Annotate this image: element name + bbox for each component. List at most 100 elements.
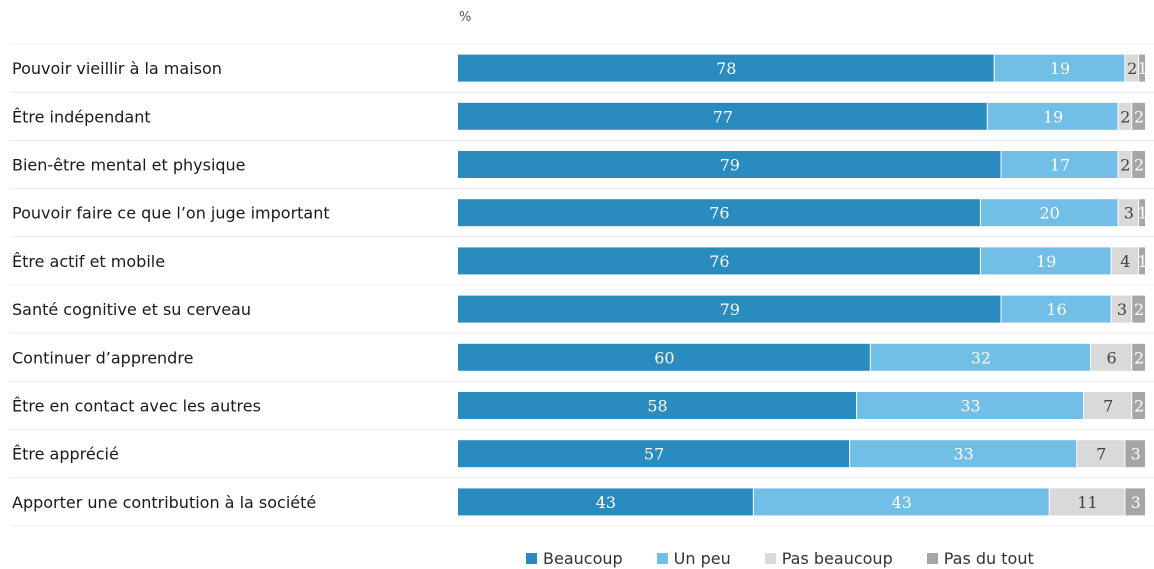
bar-pas-du-tout bbox=[1132, 295, 1145, 323]
data-label-pas-du-tout: 2 bbox=[1134, 397, 1144, 416]
data-label-beaucoup: 43 bbox=[596, 493, 616, 512]
bar-un-peu bbox=[987, 102, 1118, 130]
bar-beaucoup bbox=[458, 199, 980, 227]
category-label: Pouvoir vieillir à la maison bbox=[12, 59, 222, 78]
category-label: Continuer d’apprendre bbox=[12, 348, 193, 367]
bar-beaucoup bbox=[458, 488, 753, 516]
category-label: Pouvoir faire ce que l’on juge important bbox=[12, 204, 330, 223]
data-label-pas-du-tout: 2 bbox=[1134, 300, 1144, 319]
category-label: Apporter une contribution à la société bbox=[12, 493, 316, 512]
legend: Beaucoup Un peu Pas beaucoup Pas du tout bbox=[526, 549, 1068, 568]
data-label-pas-du-tout: 2 bbox=[1134, 348, 1144, 367]
bar-un-peu bbox=[857, 392, 1084, 419]
legend-swatch-beaucoup bbox=[526, 553, 537, 564]
bar-pas-beaucoup bbox=[1118, 102, 1132, 130]
bar-beaucoup bbox=[458, 102, 987, 130]
data-label-beaucoup: 76 bbox=[709, 204, 729, 223]
data-label-pas-beaucoup: 3 bbox=[1124, 204, 1134, 223]
category-label: Être indépendant bbox=[12, 107, 151, 126]
data-label-pas-du-tout: 2 bbox=[1134, 156, 1144, 175]
bar-un-peu bbox=[980, 247, 1111, 275]
bar-pas-beaucoup bbox=[1111, 247, 1139, 275]
bar-beaucoup bbox=[458, 247, 980, 275]
legend-swatch-un-peu bbox=[656, 553, 668, 564]
bar-beaucoup bbox=[458, 392, 857, 419]
bar-un-peu bbox=[850, 440, 1077, 468]
bar-pas-du-tout bbox=[1139, 54, 1145, 82]
bar-pas-du-tout bbox=[1132, 343, 1145, 371]
data-label-beaucoup: 76 bbox=[709, 252, 729, 271]
bar-pas-du-tout bbox=[1132, 151, 1145, 178]
data-label-beaucoup: 77 bbox=[713, 107, 733, 126]
data-label-beaucoup: 79 bbox=[720, 300, 740, 319]
legend-item-beaucoup: Beaucoup bbox=[526, 549, 623, 568]
data-label-pas-beaucoup: 4 bbox=[1120, 252, 1130, 271]
data-label-beaucoup: 57 bbox=[644, 445, 664, 464]
data-label-pas-du-tout: 1 bbox=[1137, 252, 1147, 271]
data-label-un-peu: 33 bbox=[954, 445, 974, 464]
bar-pas-beaucoup bbox=[1118, 151, 1132, 178]
bar-pas-beaucoup bbox=[1084, 392, 1132, 419]
data-label-pas-beaucoup: 2 bbox=[1127, 59, 1137, 78]
data-label-beaucoup: 79 bbox=[720, 156, 740, 175]
bar-pas-du-tout bbox=[1139, 247, 1145, 275]
data-label-un-peu: 19 bbox=[1050, 59, 1070, 78]
data-label-pas-beaucoup: 2 bbox=[1120, 107, 1130, 126]
data-label-pas-du-tout: 3 bbox=[1131, 493, 1141, 512]
data-label-pas-du-tout: 2 bbox=[1134, 107, 1144, 126]
bar-un-peu bbox=[980, 199, 1118, 227]
data-label-pas-beaucoup: 11 bbox=[1077, 493, 1097, 512]
data-label-un-peu: 19 bbox=[1043, 107, 1063, 126]
bar-pas-beaucoup bbox=[1077, 440, 1125, 468]
bar-un-peu bbox=[1001, 151, 1118, 178]
legend-label-pas-du-tout: Pas du tout bbox=[943, 549, 1034, 568]
category-label: Être apprécié bbox=[12, 445, 119, 464]
bar-beaucoup bbox=[458, 343, 870, 371]
data-label-un-peu: 16 bbox=[1046, 300, 1066, 319]
data-label-pas-du-tout: 1 bbox=[1137, 204, 1147, 223]
legend-label-beaucoup: Beaucoup bbox=[543, 549, 623, 568]
bar-beaucoup bbox=[458, 295, 1001, 323]
data-label-beaucoup: 60 bbox=[654, 348, 674, 367]
legend-item-pas-beaucoup: Pas beaucoup bbox=[764, 549, 893, 568]
bar-un-peu bbox=[994, 54, 1125, 82]
bar-un-peu bbox=[753, 488, 1049, 516]
bar-pas-du-tout bbox=[1125, 440, 1145, 468]
bar-pas-du-tout bbox=[1132, 102, 1145, 130]
legend-swatch-pas-beaucoup bbox=[764, 553, 776, 564]
data-label-beaucoup: 58 bbox=[647, 397, 667, 416]
data-label-beaucoup: 78 bbox=[716, 59, 736, 78]
category-label: Être en contact avec les autres bbox=[12, 397, 261, 416]
data-label-un-peu: 17 bbox=[1050, 156, 1070, 175]
bar-un-peu bbox=[1001, 295, 1111, 323]
bar-pas-beaucoup bbox=[1111, 295, 1132, 323]
bar-pas-du-tout bbox=[1132, 392, 1145, 419]
bar-beaucoup bbox=[458, 440, 850, 468]
legend-label-pas-beaucoup: Pas beaucoup bbox=[781, 549, 893, 568]
data-label-un-peu: 20 bbox=[1040, 204, 1060, 223]
bar-beaucoup bbox=[458, 151, 1001, 178]
bar-pas-beaucoup bbox=[1125, 54, 1139, 82]
bar-pas-beaucoup bbox=[1090, 343, 1132, 371]
legend-item-un-peu: Un peu bbox=[656, 549, 731, 568]
bar-pas-beaucoup bbox=[1118, 199, 1139, 227]
data-label-pas-beaucoup: 3 bbox=[1117, 300, 1127, 319]
data-label-pas-beaucoup: 7 bbox=[1096, 445, 1106, 464]
data-label-un-peu: 43 bbox=[892, 493, 912, 512]
bar-pas-du-tout bbox=[1125, 488, 1145, 516]
data-label-un-peu: 33 bbox=[960, 397, 980, 416]
data-label-pas-beaucoup: 7 bbox=[1103, 397, 1113, 416]
legend-label-un-peu: Un peu bbox=[673, 549, 731, 568]
data-label-un-peu: 32 bbox=[971, 348, 991, 367]
legend-item-pas-du-tout: Pas du tout bbox=[926, 549, 1034, 568]
category-label: Bien-être mental et physique bbox=[12, 156, 246, 175]
category-label: Être actif et mobile bbox=[12, 252, 165, 271]
bar-un-peu bbox=[870, 343, 1090, 371]
data-label-pas-du-tout: 3 bbox=[1131, 445, 1141, 464]
category-label: Santé cognitive et su cerveau bbox=[12, 300, 251, 319]
legend-swatch-pas-du-tout bbox=[926, 553, 938, 564]
data-label-pas-beaucoup: 2 bbox=[1120, 156, 1130, 175]
bar-pas-du-tout bbox=[1139, 199, 1145, 227]
bar-beaucoup bbox=[458, 54, 994, 82]
